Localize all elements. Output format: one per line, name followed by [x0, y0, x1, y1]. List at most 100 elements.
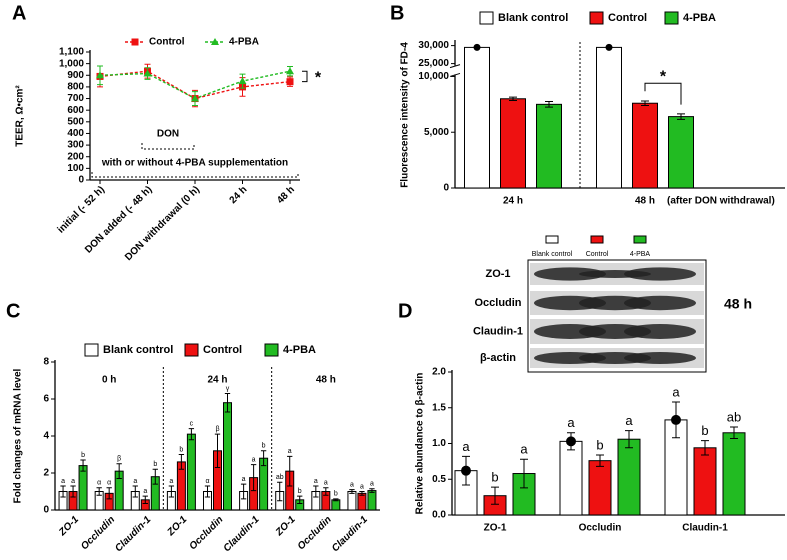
legend-label: Control — [203, 344, 242, 356]
y-axis-label: Relative abundance to β-actin — [415, 373, 426, 515]
sig-letter: b — [298, 488, 302, 495]
annotation: * — [315, 70, 322, 87]
sig-letter: a — [672, 384, 680, 399]
error-bar — [168, 485, 175, 498]
y-tick-label: 0.0 — [432, 510, 446, 521]
x-tick-label: Occludin — [296, 514, 334, 552]
error-bar — [188, 428, 195, 441]
error-bar — [224, 392, 231, 413]
bracket — [302, 70, 308, 83]
y-axis-label: TEER, Ω•cm² — [15, 85, 26, 147]
legend-label: Control — [608, 12, 647, 24]
y-tick-label: 10,000 — [418, 71, 449, 82]
legend-label: 4-PBA — [229, 37, 259, 48]
panel-letter: A — [12, 2, 26, 24]
blot-row-label: Claudin-1 — [473, 325, 523, 337]
error-bar — [132, 485, 138, 498]
error-bar — [70, 485, 76, 498]
bracket — [141, 143, 195, 150]
y-tick-label: 1.0 — [432, 438, 446, 449]
legend-swatch — [479, 11, 494, 25]
bar — [588, 460, 612, 516]
legend-label: 4-PBA — [283, 344, 316, 356]
sig-letter: γ — [226, 385, 230, 392]
sig-letter: α — [205, 478, 209, 485]
sig-letter: a — [520, 442, 528, 457]
y-tick-label: 200 — [67, 151, 84, 162]
blot-band — [624, 324, 696, 339]
error-bar — [178, 454, 185, 470]
x-tick-label: Claudin-1 — [682, 523, 728, 534]
legend-swatch — [545, 235, 559, 244]
y-tick-label: 300 — [67, 140, 84, 151]
bar — [367, 490, 377, 511]
error-bar — [677, 113, 685, 120]
sig-letter: β — [117, 456, 121, 463]
annotation: with or without 4-PBA supplementation — [101, 158, 288, 169]
x-tick-label: ZO-1 — [165, 514, 190, 539]
sig-letter: β — [215, 426, 219, 433]
x-tick-label: Claudin-1 — [330, 514, 370, 554]
point — [96, 71, 104, 79]
sig-letter: ab — [727, 409, 741, 424]
bar — [617, 438, 641, 516]
error-bar — [359, 491, 365, 496]
sig-letter: α — [97, 480, 101, 487]
error-bar — [625, 430, 633, 449]
mean-dot — [566, 436, 576, 447]
point — [286, 78, 294, 86]
sig-letter: c — [190, 420, 194, 427]
point — [191, 94, 199, 102]
bar — [559, 440, 583, 516]
legend-swatch — [633, 235, 647, 244]
blot-row-label: Occludin — [474, 297, 521, 309]
y-tick-label: 1.5 — [432, 402, 446, 413]
mean-dot — [605, 43, 613, 51]
mean-dot — [473, 43, 481, 51]
x-tick-label: Occludin — [187, 514, 225, 552]
sig-letter: a — [350, 481, 354, 488]
panel-title: 48 h — [316, 375, 336, 386]
bar — [347, 491, 357, 511]
blot-band — [624, 267, 696, 281]
error-bar — [333, 498, 339, 502]
x-tick-label: 24 h — [228, 184, 250, 206]
legend-label: 4-PBA — [630, 251, 651, 258]
y-tick-label: 6 — [43, 394, 49, 405]
bracket — [644, 82, 682, 105]
sig-letter: b — [262, 443, 266, 450]
y-tick-label: 2 — [43, 468, 49, 479]
sig-letter: a — [71, 478, 75, 485]
x-tick-label: Occludin — [79, 514, 117, 552]
panel-letter: C — [6, 300, 20, 322]
blot-band — [624, 352, 696, 364]
point — [143, 69, 152, 77]
x-tick-label: Occludin — [579, 523, 622, 534]
x-tick-label: ZO-1 — [273, 514, 298, 539]
y-tick-label: 800 — [67, 82, 84, 93]
error-bar — [240, 483, 247, 500]
legend-label: Control — [586, 251, 609, 258]
bar — [693, 447, 717, 516]
error-bar — [545, 101, 553, 108]
legend-swatch — [84, 343, 99, 357]
y-tick-label: 0 — [443, 183, 449, 194]
error-bar — [491, 486, 499, 505]
blot-time: 48 h — [724, 296, 752, 312]
point — [286, 67, 294, 75]
legend-marker — [211, 38, 219, 45]
sig-letter: b — [153, 461, 157, 468]
x-tick-label: Claudin-1 — [113, 514, 153, 554]
error-bar — [641, 100, 649, 106]
legend-swatch — [264, 343, 279, 357]
error-bar — [297, 495, 303, 505]
sig-letter: b — [596, 437, 603, 452]
bar — [223, 402, 232, 511]
error-bar — [277, 481, 283, 502]
y-tick-label: 1,000 — [59, 58, 84, 69]
panel-title: 24 h — [207, 375, 227, 386]
error-bar — [250, 464, 257, 492]
error-bar — [313, 485, 319, 498]
legend-label: Control — [149, 37, 185, 48]
sig-letter: b — [334, 491, 338, 498]
